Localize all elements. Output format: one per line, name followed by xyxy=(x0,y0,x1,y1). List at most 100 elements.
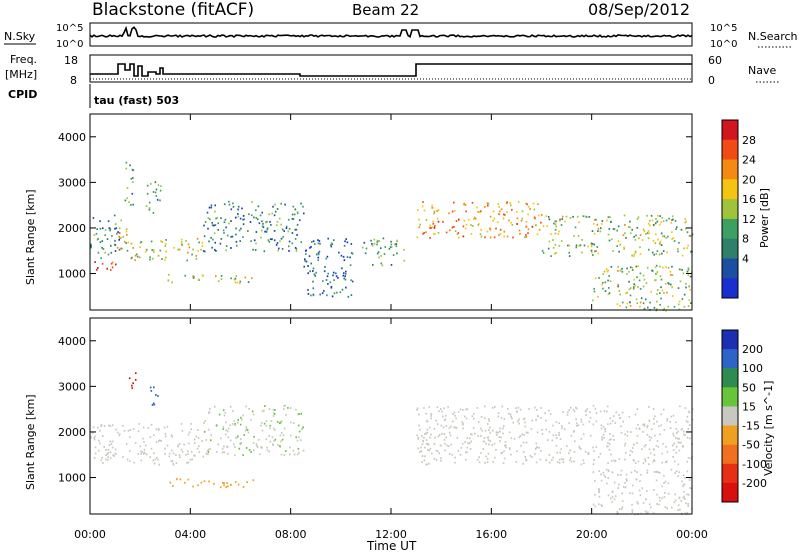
power-cell xyxy=(380,255,382,257)
velocity-cell xyxy=(441,433,443,435)
velocity-cell xyxy=(609,422,612,425)
velocity-cell xyxy=(100,459,103,462)
power-cell xyxy=(585,216,588,218)
power-cell xyxy=(593,243,596,246)
power-cell xyxy=(602,287,604,290)
velocity-cell xyxy=(568,409,571,411)
velocity-cell xyxy=(417,447,419,450)
power-cell xyxy=(222,229,225,232)
power-cell xyxy=(106,267,108,270)
power-cell xyxy=(453,226,455,228)
velocity-cell xyxy=(105,454,107,456)
power-cell xyxy=(656,289,659,291)
velocity-cell xyxy=(684,434,686,436)
velocity-cell xyxy=(208,411,211,413)
power-cell xyxy=(95,232,98,235)
velocity-cell xyxy=(260,424,262,427)
velocity-cell xyxy=(265,420,268,423)
velocity-cell xyxy=(569,457,572,460)
power-cell xyxy=(621,270,624,273)
velocity-cell xyxy=(671,506,673,509)
velocity-cell xyxy=(492,460,494,463)
power-cell xyxy=(629,294,632,297)
power-cell xyxy=(557,233,560,235)
power-cell xyxy=(493,217,496,220)
velocity-cell xyxy=(468,442,471,444)
velocity-cell xyxy=(508,447,511,449)
power-cell xyxy=(685,286,687,289)
power-cell xyxy=(600,223,603,225)
power-cell xyxy=(432,220,434,223)
velocity-cell xyxy=(687,421,689,423)
velocity-cell xyxy=(637,424,639,426)
velocity-cell xyxy=(170,434,173,437)
power-cell xyxy=(480,235,483,238)
power-cell xyxy=(340,254,343,257)
noise-left-tick-top: 10^5 xyxy=(56,23,83,34)
power-cell xyxy=(239,280,242,283)
power-cell xyxy=(547,216,550,218)
velocity-cell xyxy=(436,423,439,426)
power-cell xyxy=(325,279,328,281)
power-cell xyxy=(154,181,157,184)
velocity-cell xyxy=(285,450,287,452)
velocity-cell xyxy=(242,454,244,457)
velocity-cell xyxy=(640,473,642,476)
velocity-cell xyxy=(580,418,583,421)
power-cell xyxy=(607,293,610,296)
velocity-cell xyxy=(225,429,228,432)
nave-tick-top: 60 xyxy=(708,54,722,67)
power-cell xyxy=(151,249,153,251)
power-cell xyxy=(668,217,670,220)
velocity-cell xyxy=(163,426,166,429)
power-ylabel: Slant Range [km] xyxy=(24,189,37,285)
velocity-cell xyxy=(233,420,236,423)
velocity-cell xyxy=(637,502,639,505)
power-cell xyxy=(296,234,298,236)
power-cell xyxy=(278,247,280,250)
power-cell xyxy=(637,216,640,219)
velocity-cell xyxy=(500,436,502,439)
power-cell xyxy=(395,243,398,245)
power-cell xyxy=(102,248,105,250)
velocity-cell xyxy=(555,421,558,424)
power-cell xyxy=(624,232,626,235)
velocity-cell xyxy=(99,442,101,445)
velocity-cell xyxy=(650,452,652,455)
velocity-cell xyxy=(625,473,628,476)
power-cell xyxy=(484,236,486,239)
velocity-cell xyxy=(443,407,445,410)
power-cell xyxy=(125,167,128,170)
velocity-cell xyxy=(639,480,641,482)
colorbar-swatch xyxy=(722,349,738,369)
power-cell xyxy=(577,235,580,237)
velocity-cell xyxy=(295,408,297,411)
velocity-cell xyxy=(653,459,655,461)
power-cell xyxy=(152,251,155,253)
frequency-panel-frame xyxy=(89,54,693,83)
power-cell xyxy=(510,221,512,224)
velocity-cell xyxy=(454,456,456,459)
velocity-cell xyxy=(649,439,651,442)
x-axis-label: Time UT xyxy=(366,539,417,553)
velocity-cell xyxy=(261,410,264,413)
power-cell xyxy=(120,219,122,222)
velocity-cell xyxy=(653,489,655,491)
velocity-cell xyxy=(595,446,598,448)
power-cell xyxy=(649,224,651,227)
power-cell xyxy=(595,218,597,221)
velocity-cell xyxy=(284,404,287,407)
velocity-cell xyxy=(501,451,503,454)
power-cell xyxy=(668,282,670,285)
velocity-cell xyxy=(509,413,512,416)
power-cell xyxy=(125,228,128,231)
power-cell xyxy=(527,205,530,208)
velocity-cell xyxy=(469,437,471,440)
power-cell xyxy=(651,219,654,222)
velocity-cell xyxy=(678,471,680,474)
velocity-cell xyxy=(480,416,483,418)
power-cell xyxy=(255,242,257,245)
velocity-cell xyxy=(428,406,430,408)
power-cell xyxy=(660,278,663,281)
velocity-cell xyxy=(268,434,270,437)
